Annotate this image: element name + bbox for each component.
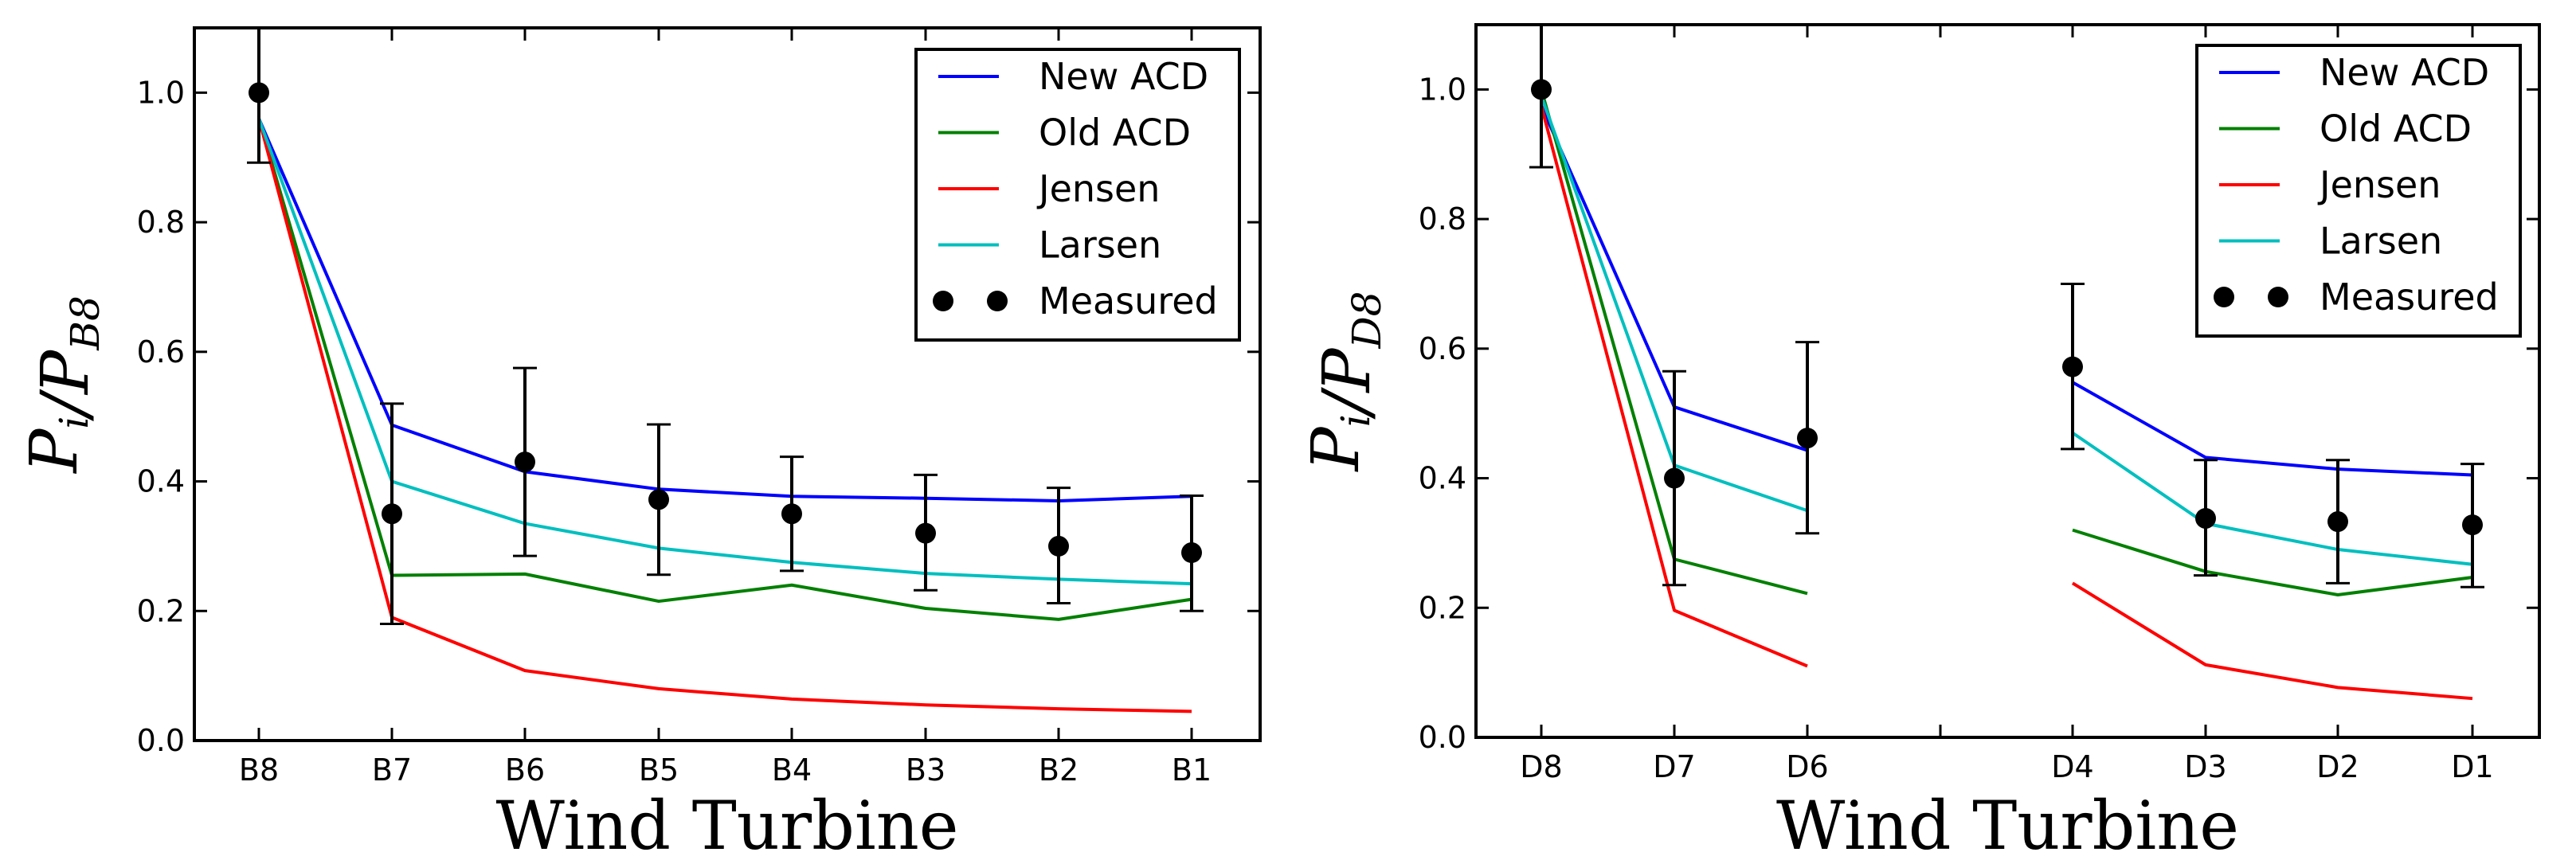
- y-label-part: P: [28, 349, 104, 396]
- y-tick-label: 0.4: [1419, 461, 1466, 496]
- legend-label: Larsen: [2320, 220, 2442, 263]
- y-tick-label: 0.6: [1419, 331, 1466, 366]
- legend-label: Measured: [2320, 276, 2499, 319]
- x-tick-label: B8: [239, 752, 279, 788]
- x-tick-label: D6: [1786, 749, 1828, 784]
- plot-frame: [193, 26, 1262, 742]
- plot-area: [247, 28, 1204, 713]
- legend-label: New ACD: [2320, 51, 2489, 94]
- y-label-part: P: [1310, 347, 1385, 394]
- y-label-subscript: i: [51, 416, 97, 429]
- y-tick-label: 1.0: [137, 75, 185, 110]
- legend: New ACD Old ACD Jensen Larsen Measured: [914, 48, 1241, 342]
- legend-label: Larsen: [1039, 224, 1161, 267]
- series-line-larsen: [2071, 431, 2473, 566]
- legend-marker-measured: [2214, 287, 2234, 307]
- series-line-jensen: [257, 118, 1192, 713]
- y-tick-label: 0.8: [1419, 201, 1466, 236]
- plot-frame: [1474, 23, 2541, 739]
- series-line-old-acd: [257, 118, 1192, 621]
- legend-marker-measured: [987, 291, 1008, 311]
- measured-point: [249, 82, 269, 104]
- x-tick-label: B7: [372, 752, 412, 788]
- measured-point: [915, 522, 936, 544]
- x-tick-label: B3: [906, 752, 945, 788]
- legend-label: Jensen: [1036, 167, 1160, 210]
- y-tick-label: 0.0: [1419, 720, 1466, 755]
- measured-point: [1664, 467, 1685, 489]
- legend: New ACD Old ACD Jensen Larsen Measured: [2195, 44, 2522, 338]
- series-line-old-acd: [2072, 528, 2473, 596]
- right-chart-panel: 0.0 0.2 0.4 0.6 0.8 1.0 D8 D7 D6 D4 D3 D2 D1 New ACD O…: [1298, 23, 2541, 860]
- measured-point: [2062, 356, 2083, 377]
- x-tick-label: B2: [1039, 752, 1079, 788]
- y-axis-label: Pi/PB8: [17, 295, 108, 475]
- legend-label: New ACD: [1039, 55, 1208, 98]
- left-chart-panel: 0.0 0.2 0.4 0.6 0.8 1.0 B8 B7 B6 B5 B4 B3 B2 B1 New AC…: [17, 26, 1262, 860]
- legend-box: [2195, 44, 2522, 338]
- measured-point: [2195, 507, 2216, 529]
- y-label-subscript: D8: [1344, 291, 1390, 350]
- legend-marker-measured: [2268, 287, 2288, 307]
- measured-point: [2462, 514, 2483, 536]
- measured-point: [2327, 511, 2348, 533]
- measured-point: [515, 452, 535, 473]
- y-axis-label: Pi/PD8: [1298, 291, 1390, 473]
- legend-box: [914, 48, 1241, 342]
- x-tick-label: D8: [1520, 749, 1562, 784]
- legend-marker-measured: [933, 291, 953, 311]
- x-axis-label: Wind Turbine: [1776, 787, 2239, 860]
- series-line-larsen: [257, 118, 1192, 586]
- y-label-subscript: B8: [62, 295, 108, 351]
- x-tick-label: B4: [772, 752, 812, 788]
- y-tick-label: 0.6: [137, 334, 185, 369]
- y-tick-label: 0.8: [137, 205, 185, 240]
- x-axis-label: Wind Turbine: [495, 787, 958, 860]
- measured-point: [1048, 535, 1069, 557]
- legend-label: Measured: [1039, 280, 1218, 322]
- y-tick-label: 0.4: [137, 464, 185, 499]
- series-line-jensen: [2071, 581, 2473, 701]
- measured-point: [382, 503, 402, 525]
- x-tick-label: D7: [1653, 749, 1695, 784]
- x-tick-label: D4: [2051, 749, 2093, 784]
- plot-area: [1529, 25, 2484, 701]
- y-label-part: P: [17, 428, 92, 475]
- x-tick-label: D2: [2316, 749, 2359, 784]
- measured-point: [781, 503, 802, 525]
- x-tick-label: B5: [639, 752, 679, 788]
- legend-label: Jensen: [2317, 163, 2441, 206]
- measured-point: [1531, 79, 1552, 100]
- measured-point: [1181, 542, 1202, 564]
- series-line-new-acd: [257, 118, 1192, 502]
- series-line-jensen: [1540, 105, 1808, 668]
- y-tick-label: 0.2: [1419, 590, 1466, 625]
- y-label-part: P: [1298, 425, 1374, 472]
- legend-label: Old ACD: [2320, 108, 2472, 150]
- x-tick-label: D3: [2184, 749, 2226, 784]
- y-label-subscript: i: [1333, 414, 1379, 427]
- y-tick-label: 1.0: [1419, 72, 1466, 107]
- x-tick-label: D1: [2451, 749, 2493, 784]
- y-tick-label: 0.0: [137, 723, 185, 758]
- series-line-new-acd: [2072, 381, 2473, 477]
- measured-point: [1797, 428, 1818, 449]
- x-tick-label: B1: [1172, 752, 1212, 788]
- legend-label: Old ACD: [1039, 111, 1191, 154]
- x-tick-label: B6: [505, 752, 545, 788]
- y-tick-label: 0.2: [137, 593, 185, 628]
- measured-point: [648, 489, 669, 510]
